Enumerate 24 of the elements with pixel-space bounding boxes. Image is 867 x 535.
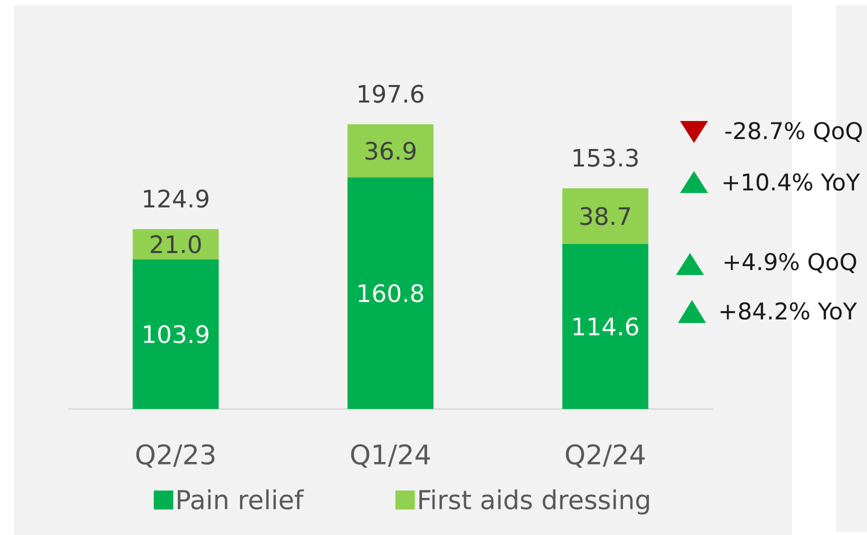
data-label: 21.0	[150, 235, 201, 254]
text: +10.4% YoY	[724, 173, 860, 191]
total-label: 153.3	[574, 148, 638, 167]
bar	[562, 244, 648, 409]
bar	[562, 188, 648, 244]
data-label: 103.9	[144, 325, 208, 344]
legend-label: First aids dressing	[419, 489, 649, 515]
total-label: 124.9	[144, 190, 208, 208]
x-tick-label: Q2/23	[136, 444, 214, 468]
total-label: 197.6	[358, 84, 424, 103]
bar	[348, 177, 434, 409]
text: -28.7% QoQ	[725, 122, 862, 142]
data-label: 36.9	[366, 142, 416, 160]
bar	[132, 259, 219, 409]
data-label: 114.6	[574, 317, 638, 336]
legend-label: Pain relief	[178, 489, 304, 510]
text: +4.9% QoQ	[724, 252, 856, 274]
data-label: 160.8	[358, 284, 424, 302]
data-label: 38.7	[580, 207, 630, 226]
bar	[348, 124, 434, 178]
text: +84.2% YoY	[720, 302, 858, 320]
x-tick-label: Q1/24	[351, 444, 430, 468]
x-tick-label: Q2/24	[566, 444, 645, 468]
bar	[132, 229, 219, 260]
